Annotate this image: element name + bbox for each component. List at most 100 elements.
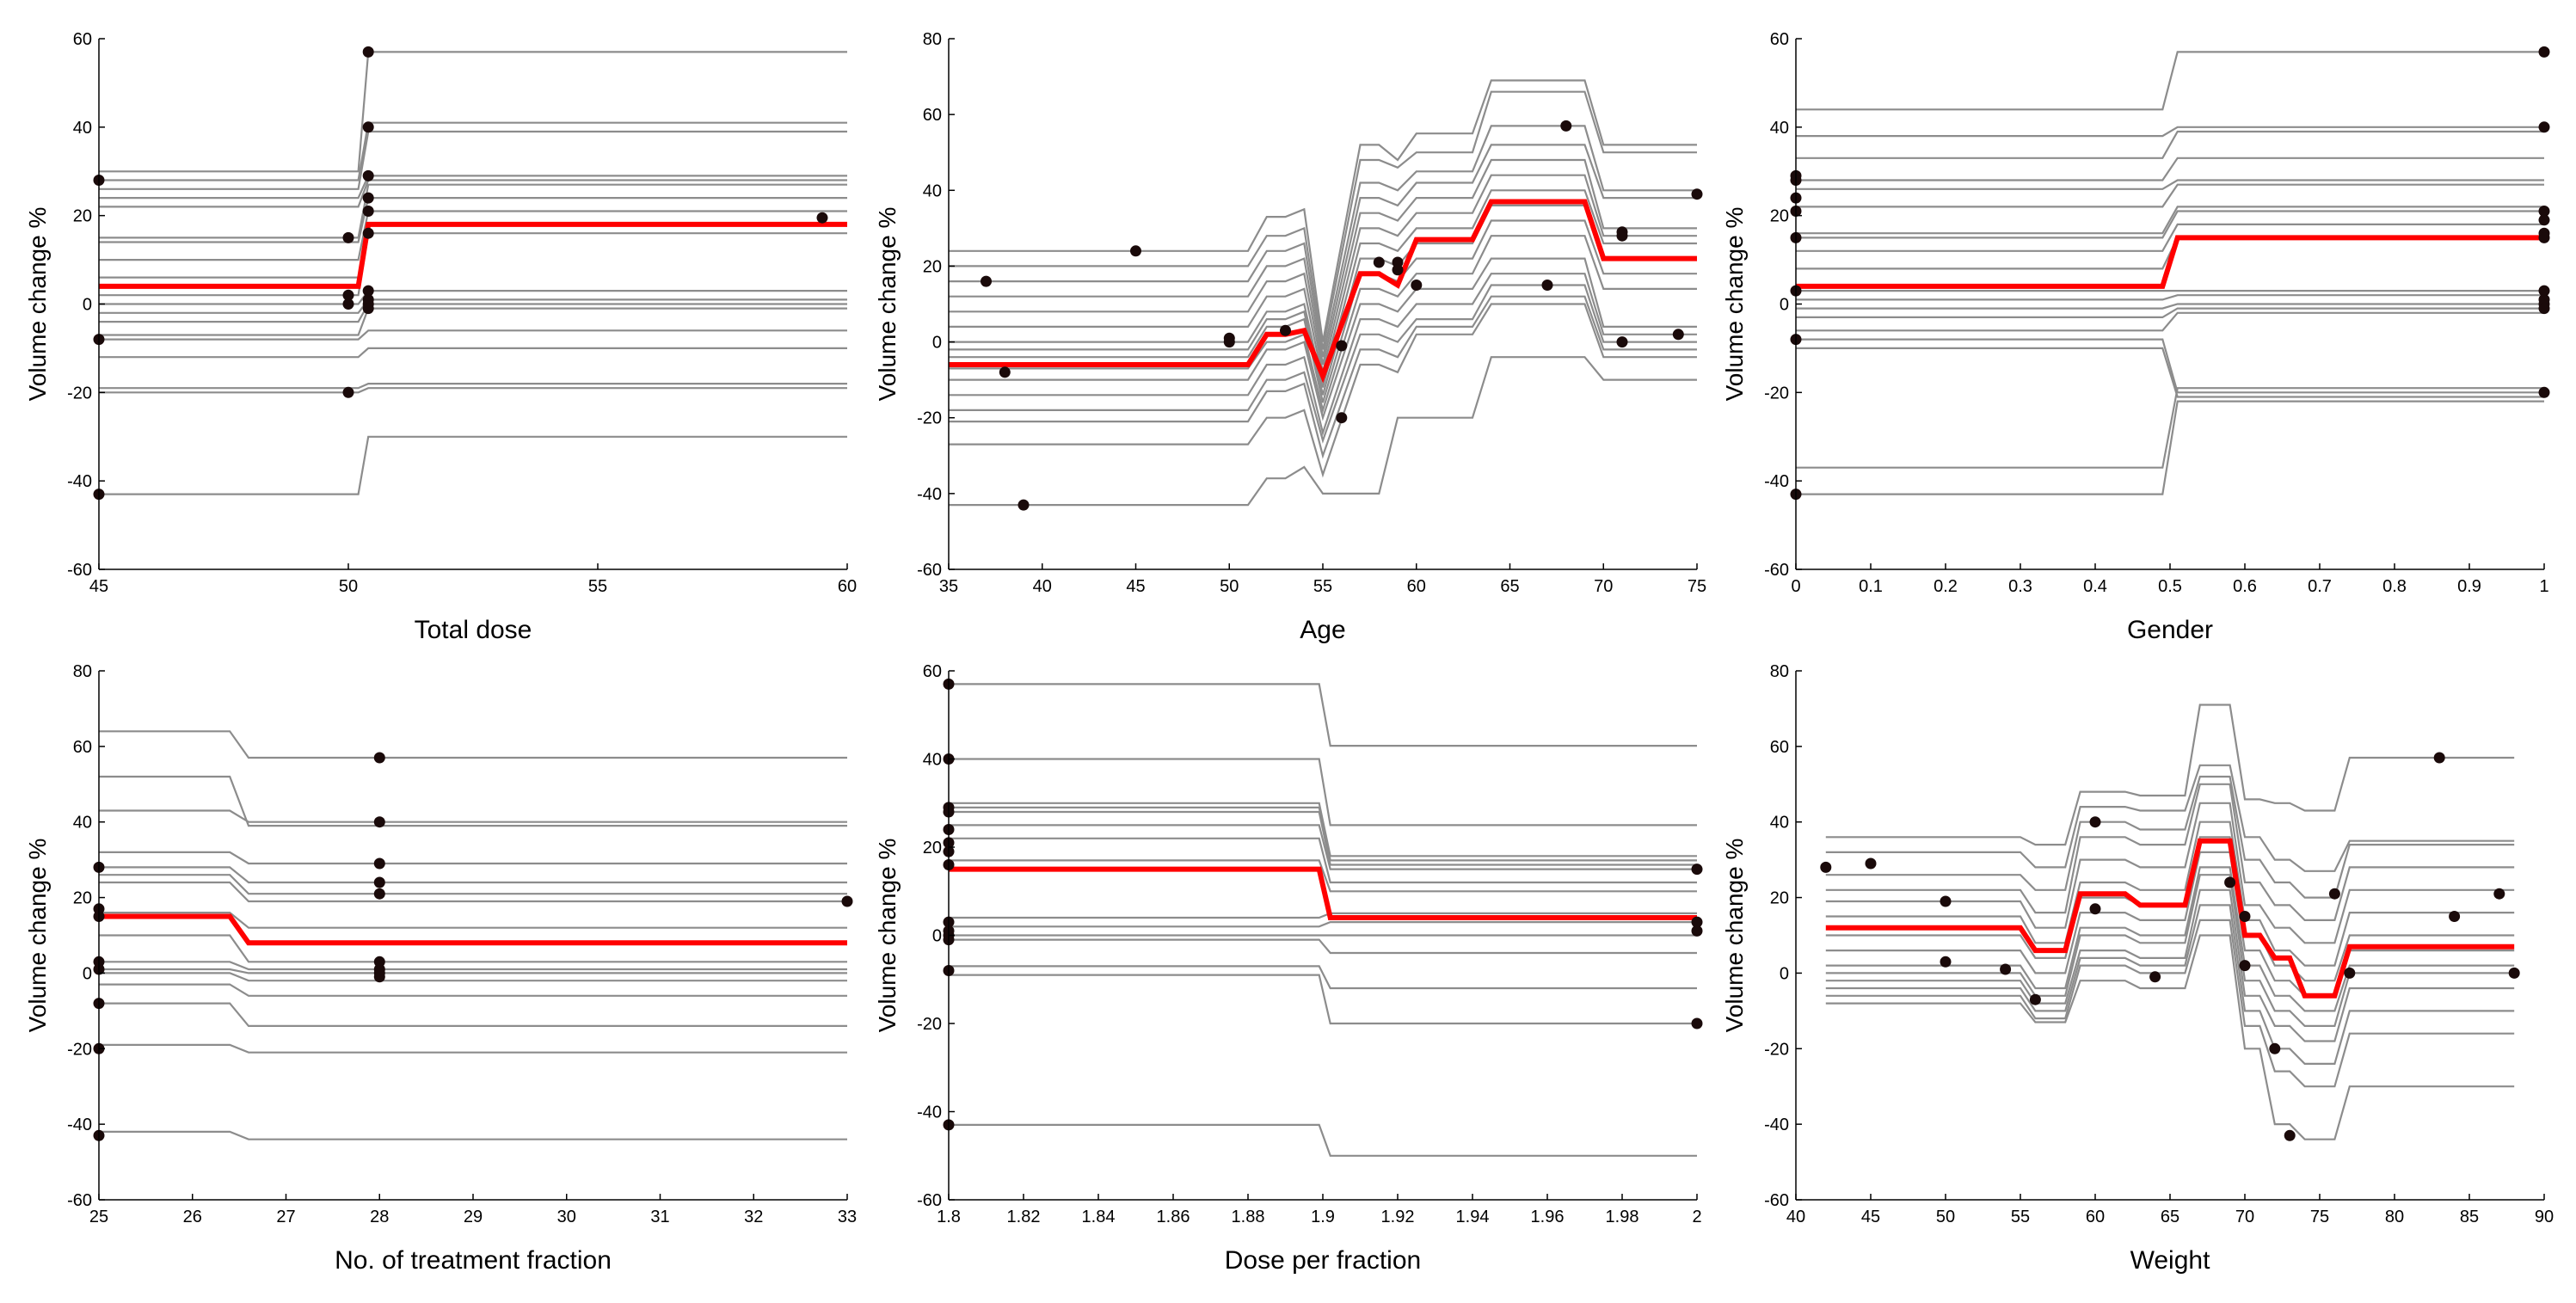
data-point-15 <box>2538 285 2550 297</box>
ice-line-2 <box>99 775 847 827</box>
ice-line-19 <box>99 435 847 495</box>
data-point-6 <box>342 298 354 310</box>
ice-line-12 <box>949 273 1697 437</box>
y-axis-title: Volume change % <box>1721 839 1748 1033</box>
x-axis-title: Weight <box>2130 1246 2210 1275</box>
x-tick-label: 45 <box>1126 577 1145 596</box>
ice-line-8 <box>949 859 1697 893</box>
y-tick-label: -60 <box>1764 1191 1789 1210</box>
data-point-14 <box>362 285 374 297</box>
data-point-17 <box>1691 925 1703 937</box>
chart-panel-1: -60 -40 -20 0 20 40 60 45 50 55 60 Total dose Volume… <box>24 30 857 644</box>
x-tick-label: 26 <box>183 1208 202 1226</box>
ice-line-13 <box>949 965 1697 990</box>
x-tick-label: 60 <box>1407 577 1426 596</box>
ice-line-12 <box>1796 294 2544 301</box>
x-tick-label: 28 <box>370 1208 389 1226</box>
ice-line-1 <box>99 730 847 759</box>
ice-line-12 <box>99 298 847 314</box>
x-tick-label: 1.9 <box>1311 1208 1335 1226</box>
ice-line-7 <box>949 837 1697 884</box>
ice-line-13 <box>99 303 847 323</box>
x-tick-label: 70 <box>1594 577 1613 596</box>
data-point-16 <box>1691 916 1703 928</box>
y-tick-label: 40 <box>73 814 92 833</box>
y-tick-label: -60 <box>917 561 942 580</box>
x-tick-label: 65 <box>2161 1208 2179 1226</box>
data-point-15 <box>1691 864 1703 876</box>
data-point-6 <box>1223 336 1235 348</box>
ice-line-12 <box>99 972 847 982</box>
x-axis-title: No. of treatment fraction <box>335 1246 612 1275</box>
ice-line-10 <box>1825 874 2515 1028</box>
y-tick-label: -40 <box>67 1116 92 1134</box>
y-axis-title: Volume change % <box>874 839 901 1033</box>
ice-line-18 <box>1796 387 2544 469</box>
data-point-18 <box>1691 1017 1703 1029</box>
data-point-10 <box>1373 256 1385 268</box>
ice-line-14 <box>99 307 847 336</box>
y-tick-label: -20 <box>1764 384 1789 403</box>
ice-line-13 <box>949 284 1697 444</box>
pdp-line <box>949 866 1697 920</box>
x-tick-label: 0.1 <box>1859 577 1883 596</box>
chart-panel-4: -60 -40 -20 0 20 40 60 80 25 26 27 28 29 30 31 32 33 No. … <box>24 662 857 1275</box>
x-tick-label: 0.5 <box>2158 577 2182 596</box>
y-tick-label: -40 <box>917 485 942 504</box>
x-tick-label: 60 <box>838 577 857 596</box>
data-point-18 <box>1616 336 1628 348</box>
x-tick-label: 0.9 <box>2457 577 2481 596</box>
ice-line-16 <box>99 1130 847 1140</box>
data-point-3 <box>1940 895 1952 907</box>
y-tick-label: 40 <box>923 181 942 200</box>
data-point-9 <box>1336 340 1348 352</box>
data-point-9 <box>2538 46 2550 58</box>
ice-line-5 <box>99 179 847 208</box>
ice-line-7 <box>1825 836 2515 982</box>
y-tick-label: 0 <box>932 927 942 946</box>
ice-line-8 <box>1796 210 2544 239</box>
pdp-line <box>949 199 1697 384</box>
data-point-10 <box>2224 876 2236 888</box>
ice-line-5 <box>99 866 847 884</box>
data-point-9 <box>373 752 385 764</box>
data-point-20 <box>2508 967 2520 979</box>
x-tick-label: 85 <box>2460 1208 2479 1226</box>
data-point-11 <box>2538 206 2550 217</box>
ice-line-6 <box>1796 183 2544 208</box>
x-tick-label: 0.8 <box>2382 577 2407 596</box>
x-tick-label: 1.98 <box>1606 1208 1639 1226</box>
ice-line-12 <box>1825 904 2515 1066</box>
data-point-13 <box>362 227 374 239</box>
data-point-12 <box>362 206 374 217</box>
y-tick-label: -20 <box>917 409 942 428</box>
data-point-8 <box>1336 412 1348 424</box>
ice-line-15 <box>949 303 1697 478</box>
x-tick-label: 1.96 <box>1531 1208 1565 1226</box>
ice-line-1 <box>1796 51 2544 111</box>
ice-line-4 <box>99 851 847 865</box>
y-tick-label: 40 <box>1770 814 1789 833</box>
data-point-14 <box>2538 231 2550 243</box>
x-tick-label: 25 <box>89 1208 108 1226</box>
data-point-19 <box>2538 386 2550 398</box>
data-point-16 <box>2344 967 2356 979</box>
ice-line-7 <box>1796 206 2544 235</box>
y-tick-label: -40 <box>1764 1116 1789 1134</box>
ice-line-14 <box>1796 307 2544 318</box>
data-point-5 <box>342 289 354 301</box>
chart-panel-5: -60 -40 -20 0 20 40 60 1.8 1.82 1.84 1.86 1.88 1.9 1.… <box>874 662 1703 1275</box>
data-point-19 <box>2493 888 2505 900</box>
ice-line-5 <box>949 810 1697 866</box>
data-point-17 <box>373 971 385 983</box>
ice-line-12 <box>949 938 1697 955</box>
y-tick-label: 60 <box>1770 30 1789 49</box>
data-point-13 <box>2269 1042 2281 1054</box>
x-tick-label: 1.86 <box>1157 1208 1190 1226</box>
ice-line-15 <box>99 329 847 341</box>
data-point-5 <box>2000 963 2012 975</box>
ice-line-3 <box>949 125 1697 358</box>
data-point-17 <box>2433 752 2445 764</box>
ice-line-17 <box>99 383 847 390</box>
data-point-18 <box>841 895 853 907</box>
